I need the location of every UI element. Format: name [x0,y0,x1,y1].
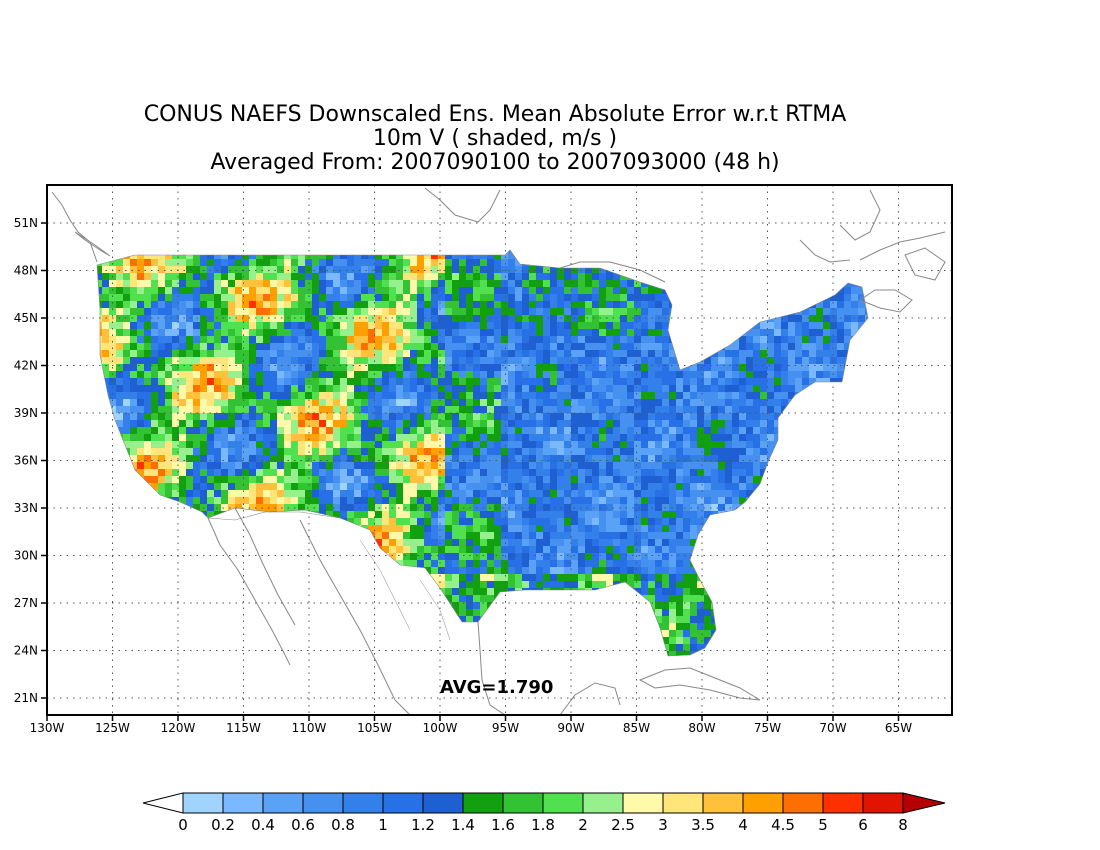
colorbar-box [782,792,824,814]
lat-label: 24N [14,644,38,658]
canada-east-coast [859,231,946,261]
mexico-gulf-coast [477,621,506,715]
colorbar-label: 1 [378,816,388,834]
colorbar-box [702,792,744,814]
colorbar-box [582,792,624,814]
vancouver-island [74,231,111,257]
lat-label: 27N [14,596,38,610]
colorbar-box [342,792,384,814]
colorbar-label: 2.5 [611,816,635,834]
lon-label: 90W [557,721,584,735]
baja-gulf [234,507,296,626]
colorbar-box [542,792,584,814]
colorbar-under-arrow [142,792,184,814]
lon-label: 85W [623,721,650,735]
colorbar-box [742,792,784,814]
lat-label: 51N [14,216,38,230]
lat-label: 33N [14,501,38,515]
colorbar-label: 2 [578,816,588,834]
colorbar-label: 5 [818,816,828,834]
lat-label: 42N [14,359,38,373]
coastline-layer [51,187,946,715]
map-title: CONUS NAEFS Downscaled Ens. Mean Absolut… [0,103,990,175]
colorbar-label: 0.2 [211,816,235,834]
newfoundland [904,247,946,281]
longitude-labels: 130W 125W 120W 115W 110W 105W 100W 95W 90W 85W 80W… [30,715,912,735]
cuba [638,667,761,701]
colorbar-box [182,792,224,814]
colorbar-label: 6 [858,816,868,834]
latitude-labels: 51N 48N 45N 42N 39N 36N 33N 30N 27N 24N 21N [14,216,47,705]
colorbar-label: 1.4 [451,816,475,834]
title-line-1: CONUS NAEFS Downscaled Ens. Mean Absolut… [143,102,847,127]
lat-label: 45N [14,311,38,325]
colorbar-label: 3 [658,816,668,834]
lon-label: 130W [30,721,65,735]
map-frame [46,184,953,716]
colorbar-over-arrow [902,792,946,814]
colorbar-label: 1.6 [491,816,515,834]
colorbar-box [862,792,904,814]
yucatan [559,682,621,715]
mexico-west-coast [299,519,411,715]
colorbar-box [302,792,344,814]
colorbar-box [262,792,304,814]
average-label: AVG=1.790 [440,677,553,698]
lon-label: 110W [292,721,327,735]
colorbar-label: 8 [898,816,908,834]
lon-label: 80W [688,721,715,735]
colorbar-label: 4 [738,816,748,834]
lat-label: 36N [14,454,38,468]
canada-coast-west [51,191,98,263]
lat-label: 30N [14,549,38,563]
lat-label: 39N [14,406,38,420]
lon-label: 95W [492,721,519,735]
colorbar-label: 3.5 [691,816,715,834]
lon-label: 65W [885,721,912,735]
colorbar-box [222,792,264,814]
colorbar-box [822,792,864,814]
lon-label: 100W [423,721,458,735]
colorbar-box [502,792,544,814]
lat-label: 21N [14,691,38,705]
colorbar-label: 1.8 [531,816,555,834]
lon-label: 125W [95,721,130,735]
mexico-border [207,511,341,521]
colorbar-label: 0 [178,816,188,834]
title-line-2: 10m V ( shaded, m/s ) [372,126,618,151]
quebec-coast [799,239,851,263]
lon-label: 75W [754,721,781,735]
colorbar-label: 4.5 [771,816,795,834]
baja-california [207,517,291,666]
lon-label: 120W [161,721,196,735]
labrador [839,189,881,241]
lat-label: 48N [14,264,38,278]
mexico-state-line-2 [419,579,451,641]
colorbar-box [622,792,664,814]
great-lakes-north [559,261,666,283]
lon-label: 105W [357,721,392,735]
title-line-3: Averaged From: 2007090100 to 2007093000 … [210,150,780,175]
colorbar-label: 0.8 [331,816,355,834]
colorbar-label: 0.6 [291,816,315,834]
hudson-coast [424,187,501,223]
colorbar-box [462,792,504,814]
lon-label: 70W [819,721,846,735]
mexico-state-line-1 [359,539,411,631]
lat-lon-gridlines [46,185,952,715]
nova-scotia [858,289,913,313]
colorbar-box [422,792,464,814]
colorbar-label: 0.4 [251,816,275,834]
colorbar-label: 1.2 [411,816,435,834]
colorbar-box [662,792,704,814]
lon-label: 115W [226,721,261,735]
colorbar-box [382,792,424,814]
